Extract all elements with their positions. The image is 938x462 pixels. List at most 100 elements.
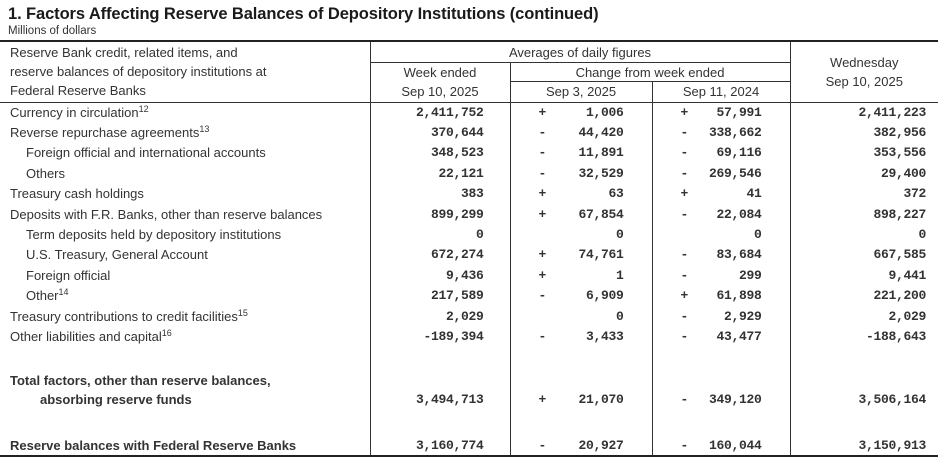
change-value: 57,991: [716, 104, 762, 120]
cell-change-prior-week: +21,070: [510, 390, 653, 410]
change-value: 32,529: [578, 165, 624, 181]
change-sign: +: [680, 288, 689, 304]
units-label: Millions of dollars: [8, 25, 97, 37]
cell-change-prior-week: - 20,927: [510, 436, 653, 458]
cell-change-prior-year: - 69,116: [652, 142, 791, 164]
cell-week-ended: 899,299: [370, 203, 511, 225]
cell-wednesday: [790, 410, 938, 437]
table-row: Currency in circulation12 2,411,752 +1,0…: [0, 102, 938, 123]
change-value: 21,070: [578, 392, 624, 408]
change-sign: -: [680, 267, 689, 283]
cell-wednesday: 382,956: [873, 125, 927, 141]
row-label-cell: [0, 346, 371, 371]
col-header-sep3: Sep 3, 2025: [510, 81, 653, 103]
row-label: Currency in circulation: [10, 104, 139, 120]
row-label-cell: Others: [0, 163, 371, 184]
change-value: 67,854: [578, 206, 624, 222]
table-row: [0, 346, 938, 371]
table-row: Foreign official and international accou…: [0, 142, 938, 164]
cell-change-prior-week: - 44,420: [510, 122, 653, 143]
col-header-sep11: Sep 11, 2024: [652, 81, 791, 103]
change-sign: +: [538, 247, 547, 263]
row-label: U.S. Treasury, General Account: [26, 247, 208, 263]
cell-change-prior-week: 0: [510, 224, 653, 245]
row-label-cell: absorbing reserve funds: [0, 390, 371, 410]
change-sign: -: [680, 392, 689, 408]
change-value: 3,433: [585, 328, 624, 344]
change-value: 11,891: [578, 145, 624, 161]
stub-line-1: Reserve Bank credit, related items, and: [10, 44, 238, 60]
table-row: Total factors, other than reserve balanc…: [0, 370, 938, 391]
cell-week-ended: 22,121: [370, 163, 511, 184]
table-row: Treasury cash holdings 383 +63 +41 372: [0, 183, 938, 204]
col-header-week-ended: Week ended Sep 10, 2025: [370, 62, 511, 103]
cell-week-ended: 348,523: [370, 142, 511, 164]
row-label: Treasury cash holdings: [10, 186, 144, 202]
stub-line-3: Federal Reserve Banks: [10, 83, 146, 99]
cell-change-prior-year: - 338,662: [652, 122, 791, 143]
change-sign: +: [538, 186, 547, 202]
cell-week-ended: 0: [370, 224, 511, 245]
change-sign: -: [680, 206, 689, 222]
cell-change-prior-week: - 11,891: [510, 142, 653, 164]
cell-change-prior-year: +61,898: [652, 285, 791, 306]
change-sign: -: [680, 145, 689, 161]
row-label: Deposits with F.R. Banks, other than res…: [10, 206, 323, 222]
table-row: Reverse repurchase agreements13 370,644 …: [0, 122, 938, 143]
cell-change-prior-year: 0: [652, 224, 791, 245]
col-header-wednesday: Wednesday Sep 10, 2025: [790, 41, 938, 103]
cell-change-prior-week: +63: [510, 183, 653, 204]
cell-week-ended: 383: [370, 183, 511, 204]
change-value: 349,120: [709, 392, 762, 408]
cell-week-ended: 3,160,774: [370, 436, 511, 458]
cell-wednesday: -188,643: [866, 328, 927, 344]
cell-change-prior-year: [652, 346, 791, 371]
cell-change-prior-week: +1: [510, 265, 653, 286]
change-sign: +: [538, 206, 547, 222]
cell-wednesday: 9,441: [888, 267, 927, 283]
change-sign: +: [680, 186, 689, 202]
table-row: Reserve balances with Federal Reserve Ba…: [0, 436, 938, 458]
cell-change-prior-year: - 160,044: [652, 436, 791, 458]
row-label: Other liabilities and capital: [10, 328, 162, 344]
change-sign: -: [538, 328, 547, 344]
change-value: 22,084: [716, 206, 762, 222]
row-label-cell: Other liabilities and capital16: [0, 326, 371, 347]
table-row: Others 22,121 - 32,529 - 269,546 29,400: [0, 163, 938, 184]
change-value: 0: [754, 227, 762, 243]
change-sign: -: [680, 247, 689, 263]
change-value: 61,898: [716, 288, 762, 304]
row-label-cell: [0, 409, 371, 437]
cell-change-prior-week: [510, 346, 653, 371]
table-row: Other14 217,589 - 6,909 +61,898 221,200: [0, 285, 938, 306]
cell-wednesday: 3,506,164: [858, 392, 927, 408]
change-sign: -: [538, 125, 547, 141]
footnote-ref: 12: [138, 103, 149, 114]
cell-change-prior-year: - 83,684: [652, 244, 791, 266]
change-sign: +: [538, 104, 547, 120]
cell-wednesday: [790, 347, 938, 371]
table-row: Foreign official 9,436 +1 - 299 9,441: [0, 265, 938, 286]
cell-change-prior-year: [652, 370, 791, 391]
change-sign: -: [538, 165, 547, 181]
cell-week-ended: 2,029: [370, 305, 511, 327]
cell-wednesday: 3,150,913: [790, 436, 938, 458]
row-label-cell: Treasury cash holdings: [0, 183, 371, 204]
change-sign: -: [680, 328, 689, 344]
row-label-cell: Term deposits held by depository institu…: [0, 224, 371, 245]
change-value: 41: [746, 186, 762, 202]
table-row: Other liabilities and capital16 -189,394…: [0, 326, 938, 347]
row-label-cell: Reverse repurchase agreements13: [0, 122, 371, 143]
change-value: 0: [615, 227, 624, 243]
change-value: 269,546: [709, 165, 762, 181]
table-row: Deposits with F.R. Banks, other than res…: [0, 203, 938, 225]
row-label-cell: Treasury contributions to credit facilit…: [0, 305, 371, 327]
col-header-averages: Averages of daily figures: [370, 41, 791, 63]
row-label-cell: Deposits with F.R. Banks, other than res…: [0, 203, 371, 225]
cell-week-ended: 2,411,752: [370, 102, 511, 123]
row-label: Other: [26, 288, 59, 304]
change-value: 44,420: [578, 125, 624, 141]
cell-wednesday: 221,200: [873, 288, 927, 304]
col-header-change-from: Change from week ended: [510, 62, 791, 82]
